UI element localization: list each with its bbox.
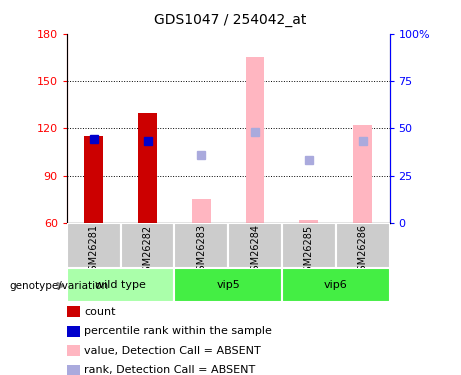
Text: wild type: wild type (95, 280, 146, 290)
Text: percentile rank within the sample: percentile rank within the sample (84, 327, 272, 336)
Text: GSM26283: GSM26283 (196, 225, 207, 278)
Bar (121, 223, 174, 268)
Bar (246, 57, 265, 223)
Bar (282, 268, 390, 302)
Text: genotype/variation: genotype/variation (9, 281, 108, 291)
Bar (192, 200, 211, 223)
Bar (138, 112, 157, 223)
Text: value, Detection Call = ABSENT: value, Detection Call = ABSENT (84, 346, 261, 356)
Text: GSM26281: GSM26281 (89, 225, 99, 278)
Bar (282, 223, 336, 268)
Bar (336, 223, 390, 268)
Text: vip6: vip6 (324, 280, 348, 290)
Bar (67, 268, 174, 302)
Bar (67, 223, 121, 268)
Text: count: count (84, 307, 116, 317)
Text: GDS1047 / 254042_at: GDS1047 / 254042_at (154, 13, 307, 27)
Bar (228, 223, 282, 268)
Bar (353, 125, 372, 223)
Text: GSM26282: GSM26282 (142, 225, 153, 278)
Text: rank, Detection Call = ABSENT: rank, Detection Call = ABSENT (84, 366, 255, 375)
Bar (174, 223, 228, 268)
Bar (300, 220, 318, 223)
Text: vip5: vip5 (216, 280, 240, 290)
Text: GSM26285: GSM26285 (304, 225, 314, 278)
Text: GSM26284: GSM26284 (250, 225, 260, 278)
Text: GSM26286: GSM26286 (358, 225, 368, 278)
Bar (84, 136, 103, 223)
Bar (174, 268, 282, 302)
